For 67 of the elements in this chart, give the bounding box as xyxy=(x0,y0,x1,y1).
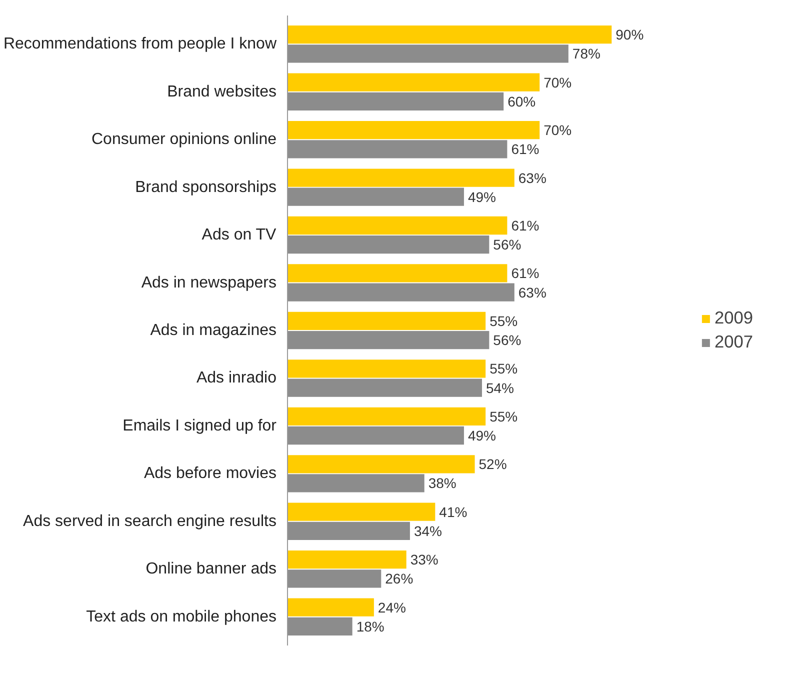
y-tick-label: Ads in magazines xyxy=(150,322,277,339)
data-label: 34% xyxy=(414,522,442,539)
bar xyxy=(288,73,540,92)
bar xyxy=(288,283,514,302)
data-label: 54% xyxy=(486,380,514,396)
bar xyxy=(288,598,374,616)
data-label: 61% xyxy=(511,141,540,158)
bar xyxy=(288,426,464,445)
bar xyxy=(288,168,514,187)
y-tick-label: Text ads on mobile phones xyxy=(86,608,276,626)
y-tick-label: Recommendations from people I know xyxy=(3,36,277,53)
y-tick-label: Ads served in search engine results xyxy=(23,512,276,530)
data-label: 18% xyxy=(356,618,384,634)
data-label: 78% xyxy=(572,46,600,62)
data-label: 70% xyxy=(544,74,572,90)
bar xyxy=(288,92,504,110)
y-tick-label: Ads before movies xyxy=(144,465,277,482)
bar xyxy=(288,474,424,492)
data-label: 61% xyxy=(511,218,540,234)
bar xyxy=(288,570,382,588)
data-label: 49% xyxy=(468,188,496,205)
data-label: 55% xyxy=(490,360,518,377)
y-tick-label: Ads in newspapers xyxy=(141,274,276,292)
bar xyxy=(288,120,540,140)
data-label: 26% xyxy=(385,570,414,587)
y-tick-label: Brand websites xyxy=(167,83,276,100)
data-label: 52% xyxy=(478,456,507,472)
bar xyxy=(288,264,508,282)
data-label: 56% xyxy=(493,332,522,348)
data-label: 56% xyxy=(493,236,522,253)
bar xyxy=(288,455,475,474)
bar xyxy=(288,522,410,540)
bar xyxy=(288,140,508,158)
bar xyxy=(288,44,568,63)
data-label: 63% xyxy=(518,284,546,300)
bar xyxy=(288,312,486,330)
bar xyxy=(288,378,482,397)
data-label: 33% xyxy=(410,552,438,568)
y-tick-label: Online banner ads xyxy=(146,560,277,578)
data-label: 63% xyxy=(518,170,546,186)
bar xyxy=(288,216,508,235)
data-label: 38% xyxy=(428,475,456,492)
bar xyxy=(288,502,436,521)
y-tick-label: Ads on TV xyxy=(202,226,277,244)
data-label: 60% xyxy=(508,93,536,110)
y-tick-label: Brand sponsorships xyxy=(135,178,277,196)
bar xyxy=(288,360,486,378)
data-label: 55% xyxy=(490,312,518,329)
legend-label: 2009 xyxy=(714,308,753,328)
data-label: 41% xyxy=(439,504,468,520)
data-label: 55% xyxy=(490,408,518,424)
data-label: 90% xyxy=(616,26,644,43)
bar xyxy=(288,407,486,426)
bar xyxy=(288,188,464,206)
data-label: 61% xyxy=(511,265,540,282)
bar xyxy=(288,550,406,569)
bar xyxy=(288,330,490,350)
bar xyxy=(288,236,490,254)
bar xyxy=(288,26,612,44)
data-label: 70% xyxy=(544,122,572,138)
data-label: 49% xyxy=(468,428,496,444)
y-tick-label: Emails I signed up for xyxy=(122,417,278,434)
data-label: 24% xyxy=(378,599,406,616)
y-tick-label: Consumer opinions online xyxy=(92,131,277,148)
y-tick-label: Ads inradio xyxy=(196,370,277,387)
bar xyxy=(288,617,352,636)
legend-label: 2007 xyxy=(714,332,753,352)
